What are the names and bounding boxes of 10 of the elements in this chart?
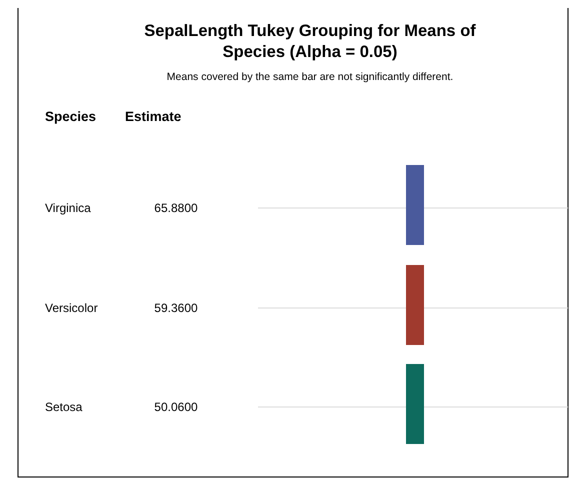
text: Estimate bbox=[125, 109, 182, 124]
data-label: 50.0600 bbox=[154, 400, 198, 414]
data-label: 65.8800 bbox=[154, 201, 198, 215]
text: Species bbox=[45, 109, 96, 124]
category-label: Versicolor bbox=[45, 301, 98, 315]
category-label: Setosa bbox=[45, 400, 83, 414]
text: SepalLength Tukey Grouping for Means of Species (Alpha = 0.05) bbox=[144, 22, 476, 61]
data-label: 59.3600 bbox=[154, 301, 198, 315]
text: Means covered by the same bar are not significantly different. bbox=[166, 71, 454, 83]
category-label: Virginica bbox=[45, 201, 92, 215]
